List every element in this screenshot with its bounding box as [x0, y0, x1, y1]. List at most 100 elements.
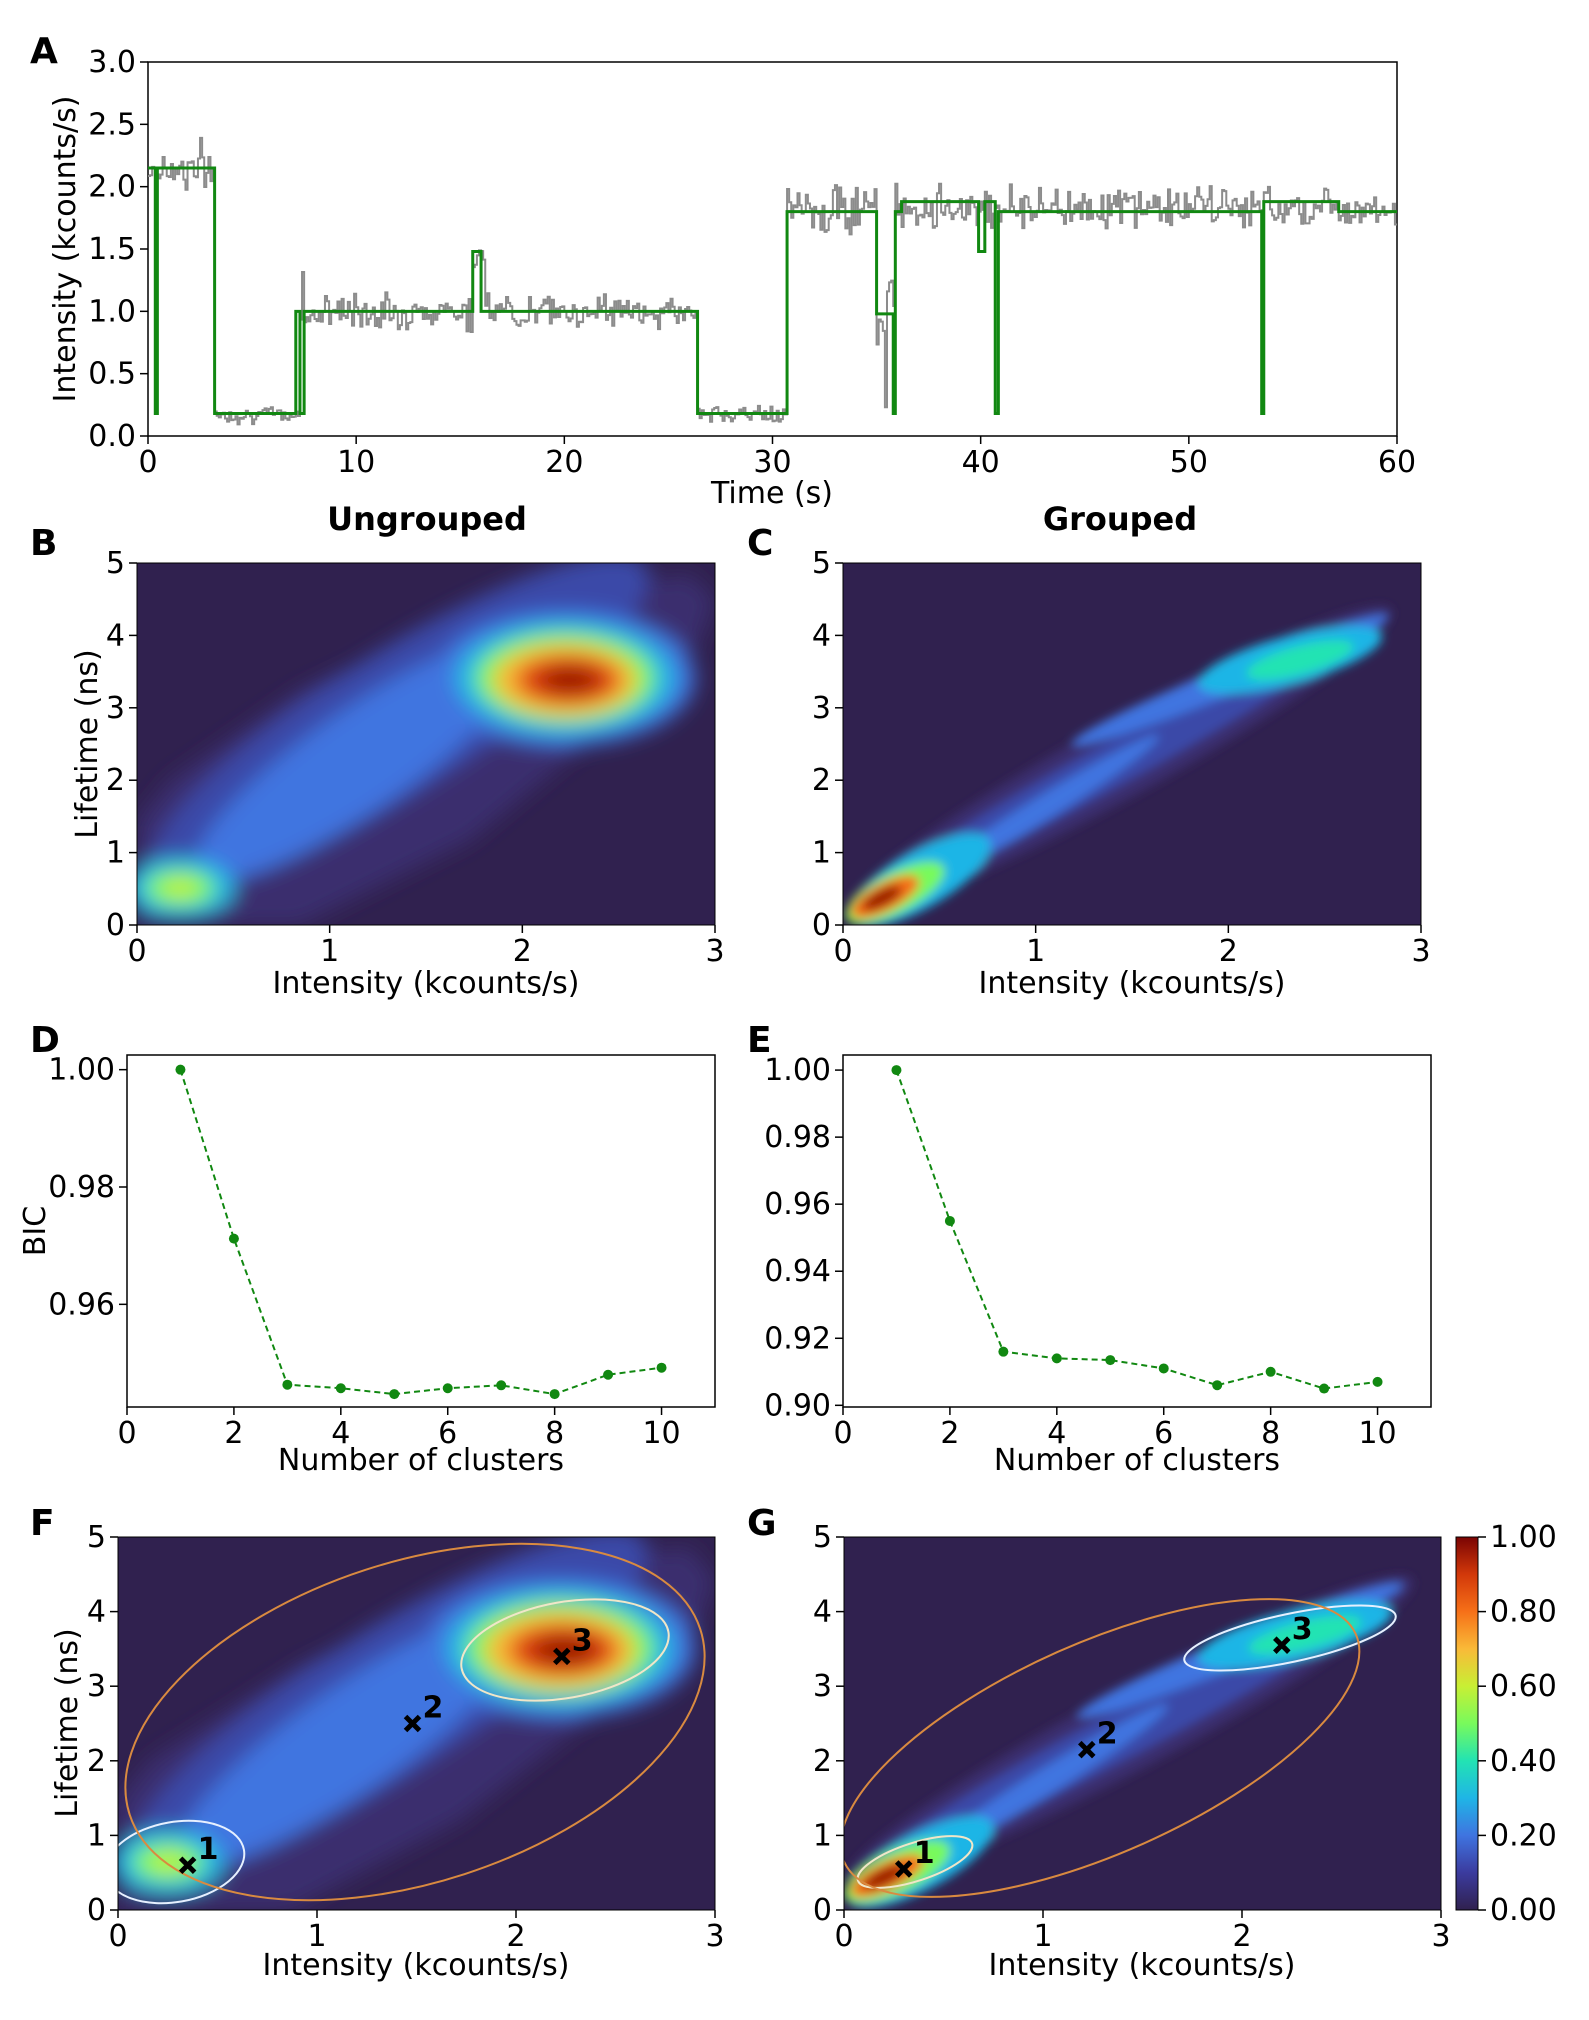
y-tick-label: 1 — [106, 836, 125, 871]
panel-label-d: D — [30, 1020, 60, 1061]
x-tick-label: 0 — [117, 1416, 136, 1451]
panel-d-bic-chart: 0 2 4 6 8 10 0.96 0.98 1.00 Number of clusters B… — [18, 1053, 716, 1478]
x-tick-label: 50 — [1170, 445, 1208, 480]
panel-label-g: G — [747, 1503, 777, 1544]
cluster-marker — [1078, 1740, 1096, 1759]
colorbar-tick-label: 0.60 — [1490, 1669, 1557, 1704]
bic-point — [282, 1379, 293, 1390]
cluster-label: 1 — [914, 1836, 935, 1871]
title-grouped: Grouped — [1043, 500, 1197, 538]
cluster-3-ellipse — [460, 1598, 670, 1702]
cluster-1-ellipse — [856, 1835, 974, 1889]
y-tick-label: 0.96 — [764, 1187, 831, 1222]
panel-g-xlabel: Intensity (kcounts/s) — [989, 1948, 1296, 1983]
colorbar-tick-label: 0.00 — [1490, 1893, 1557, 1928]
x-tick-label: 3 — [1411, 934, 1430, 969]
y-tick-label: 3 — [813, 1669, 832, 1704]
x-tick-label: 6 — [1154, 1416, 1173, 1451]
x-tick-label: 10 — [1358, 1416, 1396, 1451]
bic-point — [1158, 1363, 1169, 1374]
bic-point — [1051, 1353, 1062, 1364]
bic-line-ungrouped — [179, 1069, 662, 1396]
x-tick-label: 2 — [513, 934, 532, 969]
y-tick-label: 3.0 — [88, 45, 136, 80]
x-tick-label: 30 — [753, 445, 791, 480]
x-tick-label: 3 — [1431, 1919, 1450, 1954]
x-tick-label: 1 — [1026, 934, 1045, 969]
bic-point — [1319, 1383, 1330, 1394]
panel-a-xlabel: Time (s) — [710, 476, 833, 511]
x-tick-label: 2 — [224, 1416, 243, 1451]
cluster-label: 1 — [198, 1832, 219, 1867]
bic-point — [442, 1383, 453, 1394]
cluster-marker — [1273, 1636, 1291, 1654]
y-tick-label: 0.92 — [764, 1321, 831, 1356]
x-tick-label: 6 — [438, 1416, 457, 1451]
y-tick-label: 1.00 — [764, 1053, 831, 1088]
y-tick-label: 2 — [812, 763, 831, 798]
panel-label-a: A — [30, 31, 58, 72]
colorbar-tick-label: 0.20 — [1490, 1818, 1557, 1853]
panel-a-frame — [147, 61, 1398, 437]
x-tick-label: 4 — [1047, 1416, 1066, 1451]
bic-point — [656, 1362, 667, 1373]
y-tick-label: 1 — [812, 836, 831, 871]
y-tick-label: 4 — [813, 1595, 832, 1630]
bic-point — [496, 1380, 507, 1391]
y-tick-label: 3 — [106, 691, 125, 726]
cluster-label: 3 — [1292, 1612, 1313, 1647]
fit-step-trace — [148, 166, 1397, 416]
panel-d-xlabel: Number of clusters — [278, 1443, 564, 1478]
x-tick-label: 2 — [1232, 1919, 1251, 1954]
panel-e-xlabel: Number of clusters — [994, 1443, 1280, 1478]
cluster-label: 2 — [423, 1691, 444, 1726]
x-tick-label: 8 — [545, 1416, 564, 1451]
panel-label-b: B — [30, 523, 57, 564]
panel-g-frame — [843, 1536, 1442, 1911]
x-tick-label: 0 — [127, 934, 146, 969]
panel-d-frame — [126, 1054, 716, 1408]
y-tick-label: 0.5 — [88, 357, 136, 392]
y-tick-label: 1.5 — [88, 232, 136, 267]
y-tick-label: 5 — [812, 546, 831, 581]
panel-c-frame — [842, 562, 1422, 926]
x-tick-label: 0 — [833, 934, 852, 969]
cluster-label: 2 — [1097, 1717, 1118, 1752]
y-tick-label: 0.94 — [764, 1254, 831, 1289]
bic-point — [1212, 1380, 1223, 1391]
bic-point — [998, 1346, 1009, 1357]
panel-e-bic-chart: 0 2 4 6 8 10 0.90 0.92 0.94 0.96 0.98 1.00 Number o… — [764, 1053, 1432, 1478]
cluster-3-ellipse — [1183, 1604, 1397, 1672]
y-tick-label: 3 — [87, 1669, 106, 1704]
bic-point — [335, 1383, 346, 1394]
panel-f-ylabel: Lifetime (ns) — [50, 1628, 85, 1817]
panel-f-xlabel: Intensity (kcounts/s) — [263, 1948, 570, 1983]
y-tick-label: 2 — [106, 763, 125, 798]
bic-point — [175, 1064, 186, 1075]
title-ungrouped: Ungrouped — [327, 500, 527, 538]
panel-f-cluster-heatmap: 1 2 3 0 1 2 3 0 1 2 3 4 5 Intensity (kcounts/s) Lif… — [50, 1520, 725, 1983]
bic-point — [1265, 1366, 1276, 1377]
cluster-marker — [553, 1647, 571, 1666]
x-tick-label: 0 — [833, 1416, 852, 1451]
cluster-marker — [894, 1860, 913, 1878]
colorbar-tick-label: 0.80 — [1490, 1595, 1557, 1630]
x-tick-label: 60 — [1378, 445, 1416, 480]
x-tick-label: 3 — [705, 934, 724, 969]
y-tick-label: 0 — [813, 1893, 832, 1928]
panel-g-cluster-heatmap: 1 2 3 0 1 2 3 0 1 2 3 4 5 Intensity (kcounts/s) 0.0… — [813, 1520, 1557, 1983]
y-tick-label: 0 — [812, 908, 831, 943]
colorbar — [1455, 1536, 1479, 1911]
y-tick-label: 3 — [812, 691, 831, 726]
x-tick-label: 1 — [307, 1919, 326, 1954]
x-tick-label: 4 — [331, 1416, 350, 1451]
y-tick-label: 2.5 — [88, 107, 136, 142]
y-tick-label: 2 — [87, 1744, 106, 1779]
x-tick-label: 0 — [834, 1919, 853, 1954]
panel-b-ylabel: Lifetime (ns) — [70, 649, 105, 838]
x-tick-label: 3 — [705, 1919, 724, 1954]
y-tick-label: 0.90 — [764, 1388, 831, 1423]
bic-point — [1105, 1355, 1116, 1366]
y-tick-label: 0.98 — [764, 1120, 831, 1155]
